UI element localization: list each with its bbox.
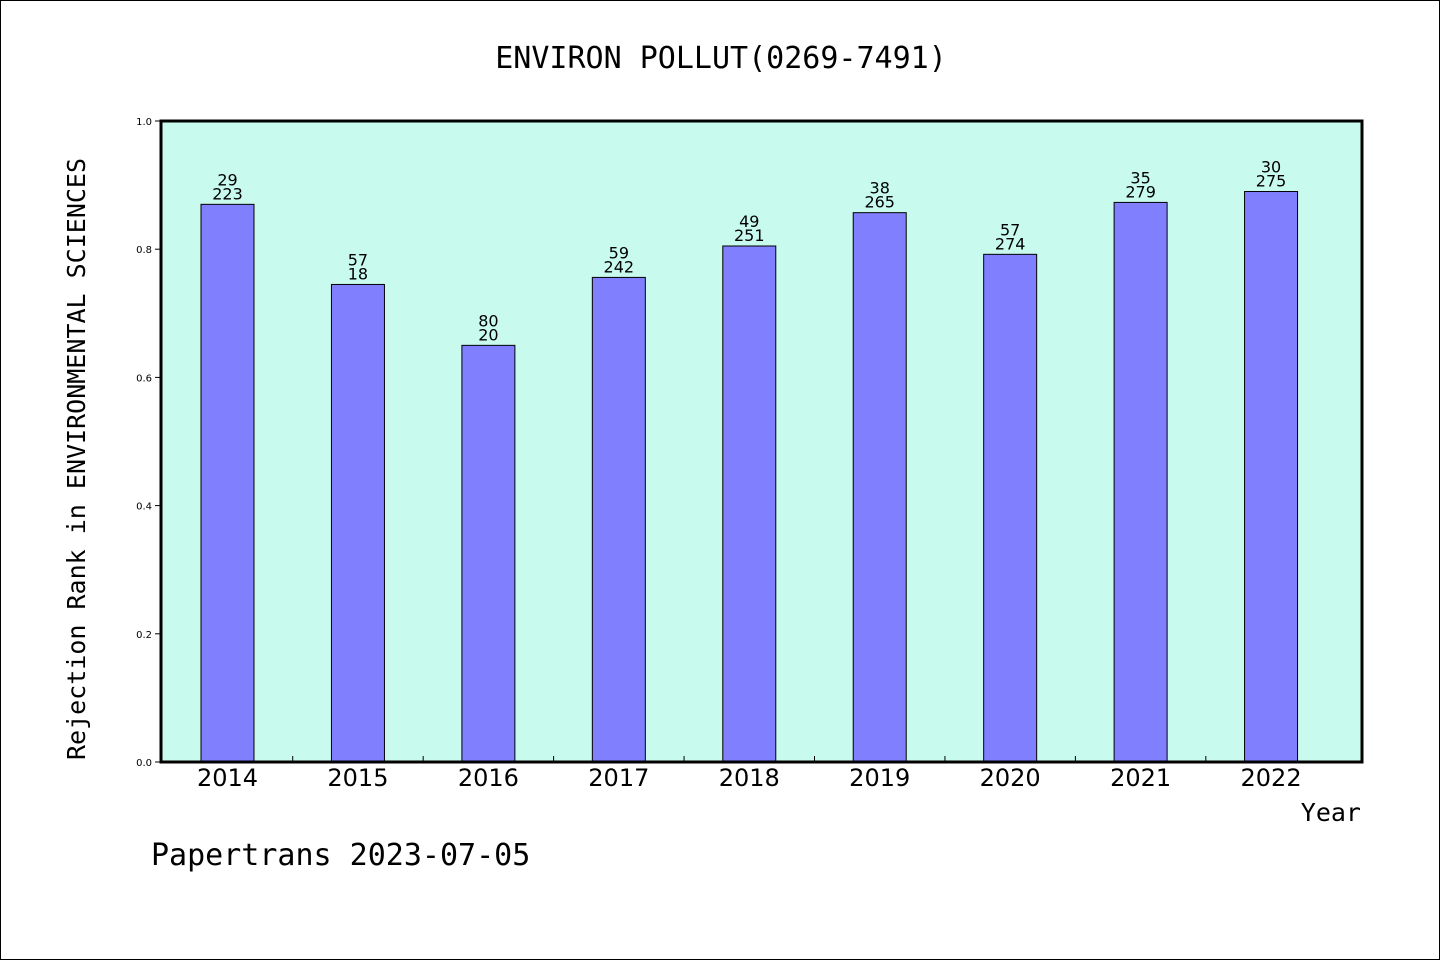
bar-2018 bbox=[722, 245, 777, 763]
footer-stamp: Papertrans 2023-07-05 bbox=[151, 838, 530, 873]
bars-layer bbox=[200, 191, 1299, 763]
bar-label-bottom-2014: 223 bbox=[212, 184, 243, 203]
bar-2019 bbox=[852, 212, 907, 763]
bar-2014 bbox=[200, 203, 255, 763]
bar-label-top-2020: 57 bbox=[1000, 220, 1020, 239]
bar-label-bottom-2022: 275 bbox=[1256, 172, 1287, 191]
y-tick-label-0.0: 0.0 bbox=[136, 758, 152, 769]
x-tick-label-2015: 2015 bbox=[327, 764, 388, 792]
y-tick-label-0.6: 0.6 bbox=[136, 373, 152, 384]
x-tick-label-2014: 2014 bbox=[197, 764, 258, 792]
x-tick-label-2017: 2017 bbox=[588, 764, 649, 792]
x-tick-label-2020: 2020 bbox=[980, 764, 1041, 792]
bar-2017 bbox=[591, 276, 646, 763]
y-axis: 0.0 0.2 0.4 0.6 0.8 1.0 bbox=[136, 117, 161, 769]
x-axis-label: Year bbox=[1301, 798, 1361, 827]
x-tick-label-2022: 2022 bbox=[1241, 764, 1302, 792]
bar-label-bottom-2015: 18 bbox=[348, 264, 368, 283]
y-axis-label: Rejection Rank in ENVIRONMENTAL SCIENCES bbox=[62, 158, 91, 760]
bar-labels-layer: 2922357188020592424925138265572743527930… bbox=[212, 158, 1286, 345]
bar-label-bottom-2018: 251 bbox=[734, 226, 765, 245]
bar-label-top-2019: 38 bbox=[870, 179, 890, 198]
bar-2021 bbox=[1113, 201, 1168, 763]
bar-2016 bbox=[461, 344, 516, 763]
bar-label-bottom-2020: 274 bbox=[995, 234, 1026, 253]
y-tick-label-1.0: 1.0 bbox=[136, 117, 152, 128]
bar-label-bottom-2019: 265 bbox=[864, 193, 895, 212]
bar-2020 bbox=[983, 253, 1038, 763]
plot-border bbox=[159, 119, 1364, 764]
y-tick-label-0.2: 0.2 bbox=[136, 630, 152, 641]
x-tick-label-2019: 2019 bbox=[849, 764, 910, 792]
chart-title: ENVIRON POLLUT(0269-7491) bbox=[495, 41, 947, 76]
bar-label-top-2022: 30 bbox=[1261, 158, 1281, 177]
bar-label-top-2017: 59 bbox=[609, 243, 629, 262]
bar-label-top-2018: 49 bbox=[739, 212, 759, 231]
x-tick-label-2018: 2018 bbox=[719, 764, 780, 792]
bar-2015 bbox=[330, 283, 385, 763]
bar-label-bottom-2016: 20 bbox=[478, 325, 498, 344]
y-tick-label-0.8: 0.8 bbox=[136, 245, 152, 256]
bar-label-top-2021: 35 bbox=[1130, 168, 1150, 187]
y-tick-label-0.4: 0.4 bbox=[136, 502, 152, 513]
bar-label-top-2014: 29 bbox=[217, 170, 237, 189]
bar-label-bottom-2017: 242 bbox=[604, 257, 635, 276]
bar-label-top-2016: 80 bbox=[478, 311, 498, 330]
bar-2022 bbox=[1244, 191, 1299, 763]
x-tick-label-2016: 2016 bbox=[458, 764, 519, 792]
bar-label-top-2015: 57 bbox=[348, 250, 368, 269]
bar-label-bottom-2021: 279 bbox=[1125, 182, 1156, 201]
x-tick-label-2021: 2021 bbox=[1110, 764, 1171, 792]
x-axis: 2014 2015 2016 2017 2018 2019 2020 2021 2022 bbox=[197, 756, 1302, 792]
